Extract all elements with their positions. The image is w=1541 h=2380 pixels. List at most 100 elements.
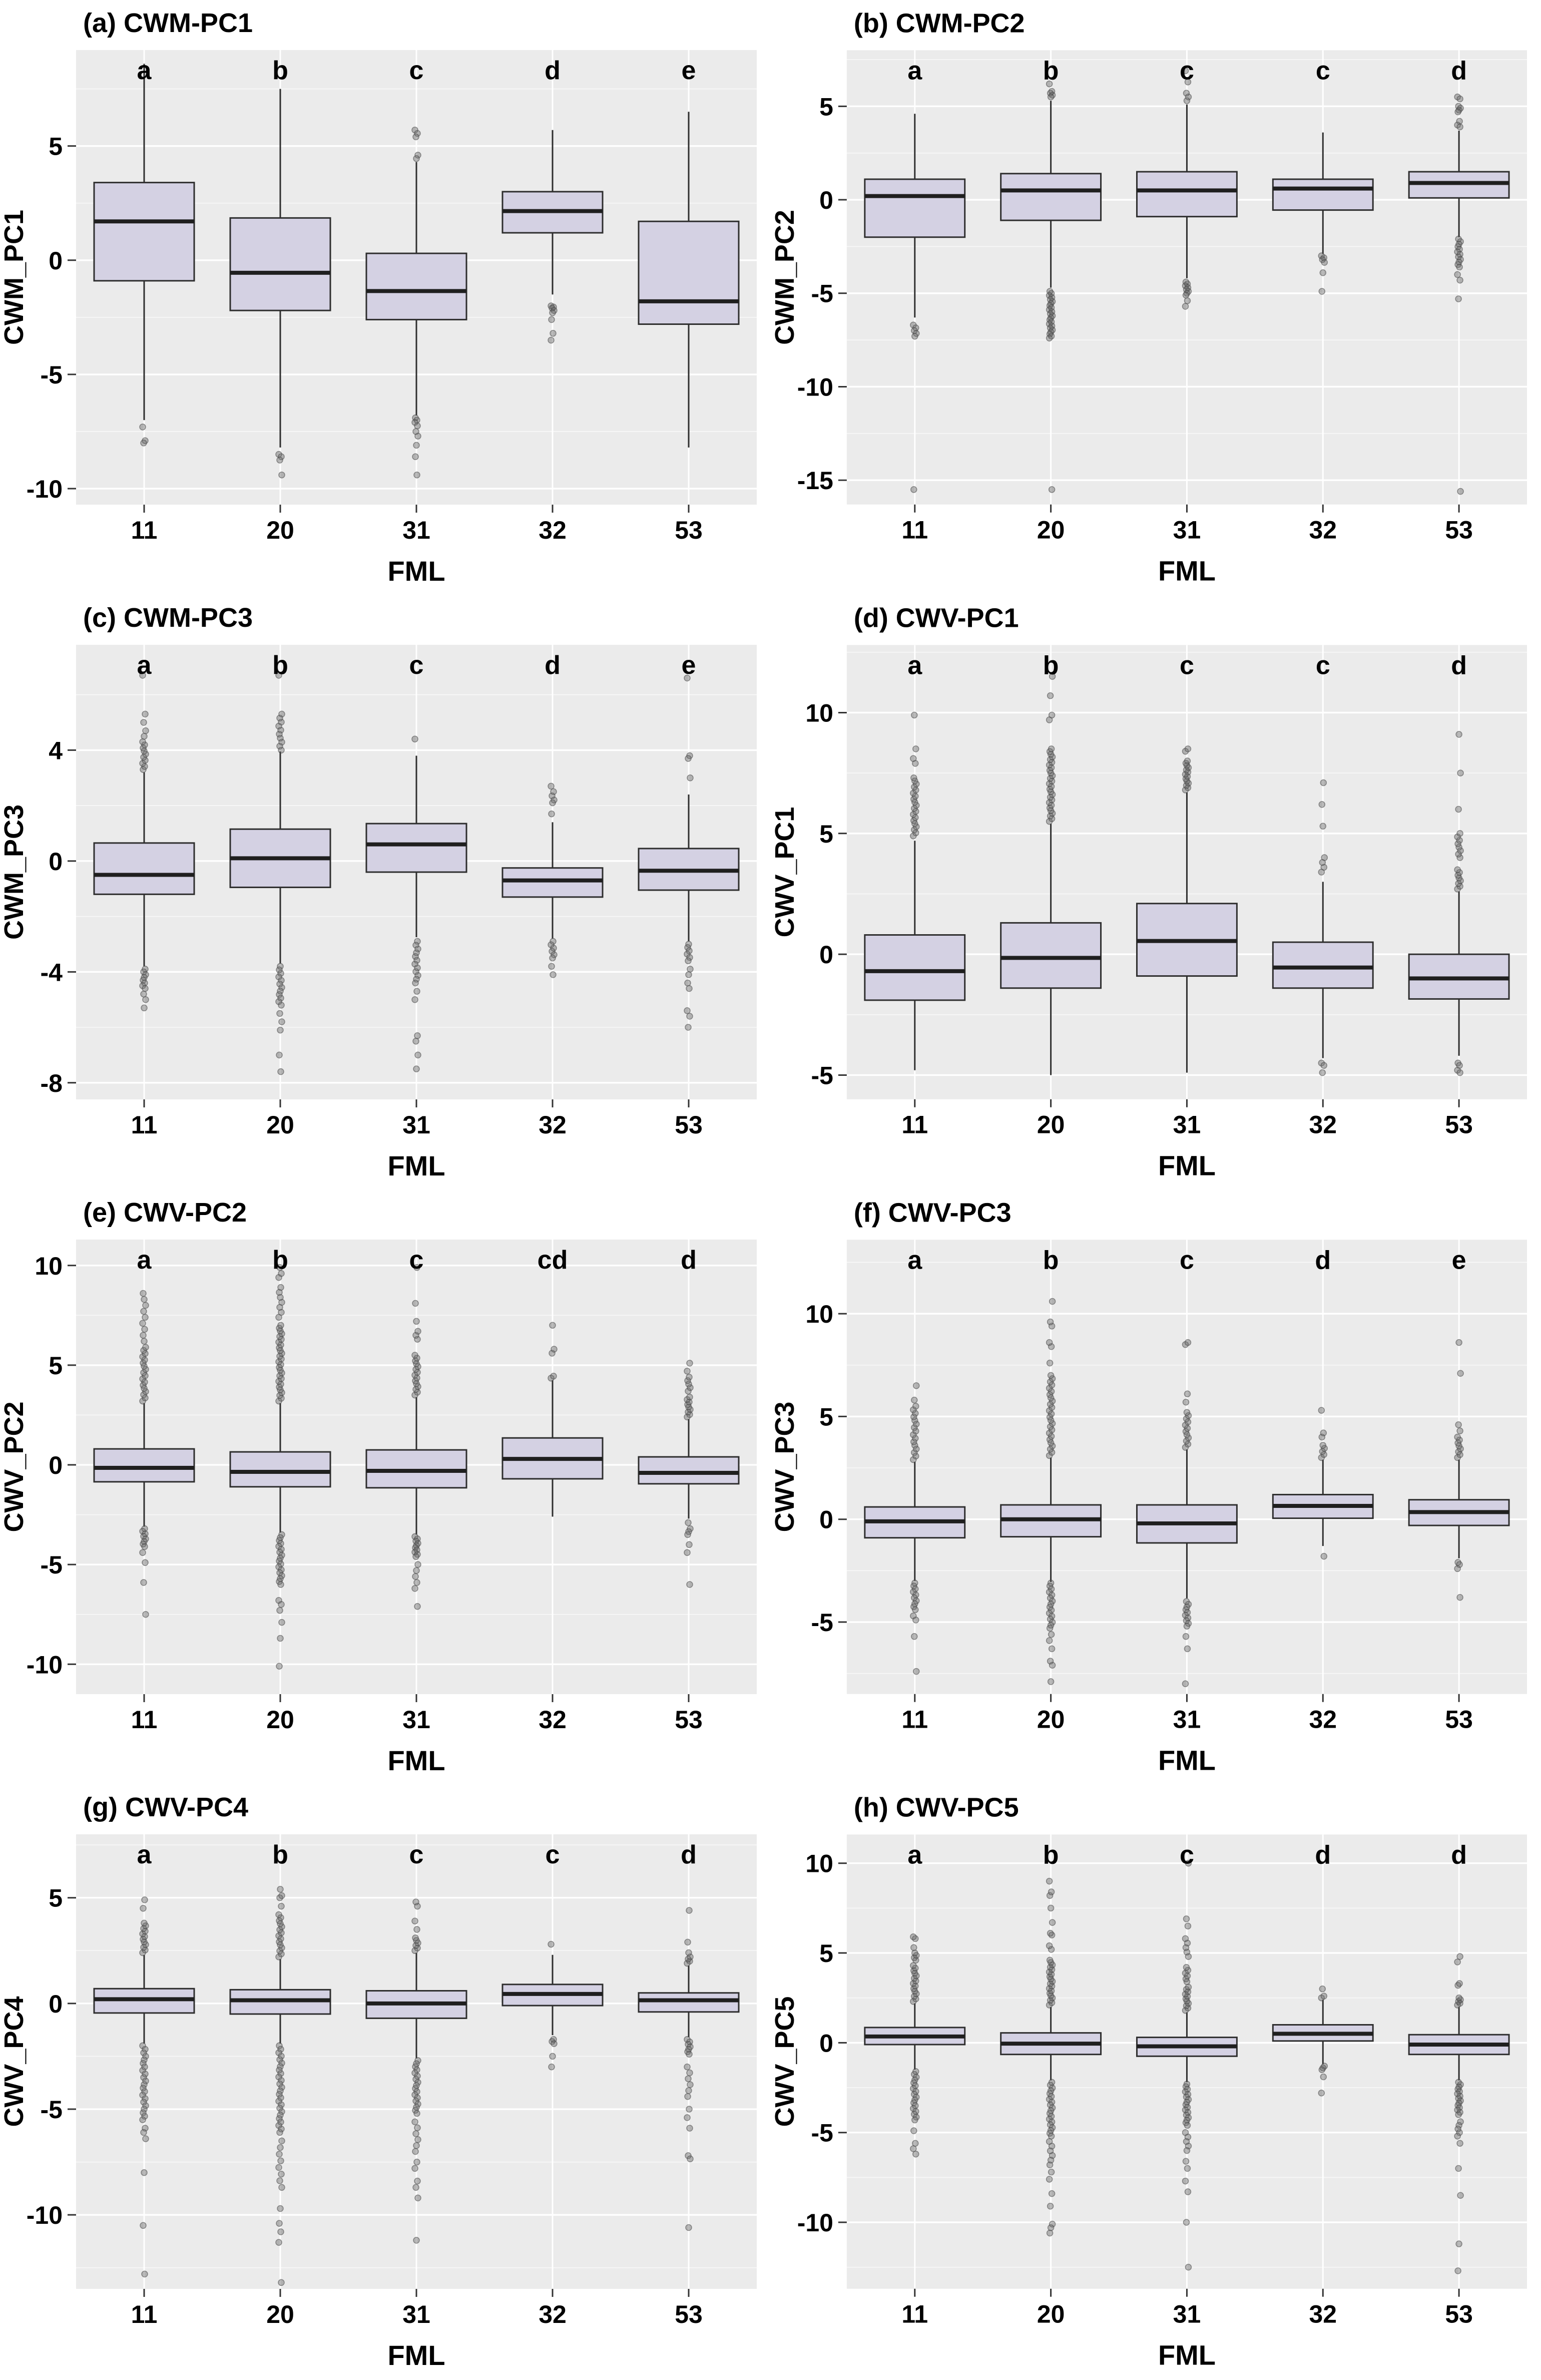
outlier-point [140, 1332, 147, 1339]
outlier-point [684, 1007, 691, 1014]
outlier-point [1182, 1398, 1190, 1406]
outlier-point [1047, 1372, 1055, 1379]
outlier-point [1457, 488, 1464, 495]
sig-letter: a [907, 56, 922, 85]
outlier-point [140, 1290, 147, 1297]
outlier-point [1049, 1298, 1056, 1305]
y-tick-label: 5 [49, 1884, 63, 1912]
outlier-point [1048, 1888, 1055, 1895]
outlier-point [1046, 80, 1053, 88]
outlier-point [141, 1896, 148, 1903]
outlier-point [1457, 847, 1464, 854]
outlier-point [548, 782, 555, 790]
outlier-point [276, 2056, 283, 2063]
outlier-point [275, 2073, 282, 2081]
y-axis-label: CWM_PC2 [771, 210, 800, 345]
outlier-point [414, 2194, 421, 2202]
sig-letter: b [272, 1840, 288, 1869]
panel-f-cwv-pc3: a 11 b 20 c 31 d 32 e 53 10 5 0 -5 FML CWV_PC3 (f) CWV-P… [771, 1189, 1541, 1784]
outlier-point [549, 799, 556, 807]
x-tick-label: 20 [1037, 1111, 1065, 1139]
outlier-point [140, 1382, 147, 1389]
outlier-point [1046, 1625, 1054, 1632]
outlier-point [911, 711, 918, 719]
outlier-point [414, 945, 421, 953]
sig-letter: a [137, 651, 152, 680]
outlier-point [1046, 2161, 1054, 2169]
outlier-point [140, 1579, 147, 1586]
outlier-point [277, 2144, 284, 2151]
outlier-point [142, 985, 149, 992]
outlier-point [413, 2110, 420, 2117]
outlier-point [912, 1435, 919, 1442]
outlier-point [1456, 1069, 1463, 1076]
outlier-point [413, 988, 420, 995]
outlier-point [142, 710, 149, 718]
outlier-point [685, 1519, 692, 1526]
outlier-point [1318, 1433, 1326, 1441]
outlier-point [139, 672, 146, 679]
outlier-point [413, 471, 420, 479]
outlier-point [912, 1617, 919, 1624]
outlier-point [913, 1382, 920, 1389]
outlier-point [1183, 90, 1190, 97]
outlier-point [1048, 1631, 1055, 1638]
outlier-point [142, 1366, 149, 1373]
outlier-point [912, 1427, 919, 1435]
outlier-point [412, 2107, 419, 2114]
outlier-point [686, 954, 693, 961]
outlier-point [277, 2205, 284, 2212]
outlier-point [276, 730, 283, 738]
x-axis-label: FML [387, 1150, 445, 1181]
outlier-point [276, 2115, 283, 2122]
outlier-point [411, 996, 418, 1003]
outlier-point [278, 2101, 285, 2108]
sig-letter: c [1180, 651, 1194, 680]
outlier-point [548, 1940, 555, 1948]
y-tick-label: -10 [27, 475, 63, 503]
outlier-point [1047, 1678, 1055, 1685]
outlier-point [276, 1010, 283, 1017]
sig-letter: b [1043, 651, 1059, 680]
outlier-point [278, 2084, 285, 2091]
outlier-point [913, 1420, 920, 1428]
outlier-point [1049, 1919, 1056, 1926]
outlier-point [551, 1346, 558, 1353]
outlier-point [1455, 2165, 1462, 2172]
y-tick-label: -5 [41, 1551, 63, 1579]
outlier-point [278, 1002, 285, 1009]
outlier-point [277, 1284, 284, 1291]
outlier-point [1182, 2177, 1189, 2185]
sig-letter: b [1043, 1246, 1059, 1275]
outlier-point [414, 152, 421, 159]
outlier-point [412, 942, 419, 949]
outlier-point [684, 1368, 691, 1375]
outlier-point [684, 2093, 691, 2100]
outlier-point [1456, 830, 1463, 837]
outlier-point [140, 2099, 147, 2106]
outlier-point [414, 1603, 421, 1610]
outlier-point [277, 2228, 284, 2235]
outlier-point [1456, 1427, 1463, 1434]
sig-letter: b [272, 651, 288, 680]
y-tick-label: 5 [49, 1352, 63, 1380]
boxplot-box [638, 1992, 740, 2013]
outlier-point [549, 948, 556, 955]
outlier-point [1048, 2190, 1056, 2197]
outlier-point [686, 1393, 693, 1401]
outlier-point [142, 2077, 149, 2085]
outlier-point [1049, 1397, 1056, 1405]
outlier-point [278, 2060, 285, 2067]
x-axis-label: FML [387, 555, 445, 587]
outlier-point [1454, 2125, 1461, 2133]
outlier-point [142, 1611, 149, 1618]
x-tick-label: 31 [1173, 2300, 1201, 2328]
x-tick-label: 53 [675, 1706, 703, 1734]
outlier-point [275, 2122, 282, 2129]
outlier-point [142, 2095, 149, 2102]
outlier-point [1046, 1359, 1054, 1367]
outlier-point [1456, 276, 1463, 284]
y-axis-label: CWV_PC2 [0, 1401, 29, 1532]
sig-letter: a [137, 56, 152, 85]
sig-letter: c [1316, 651, 1330, 680]
